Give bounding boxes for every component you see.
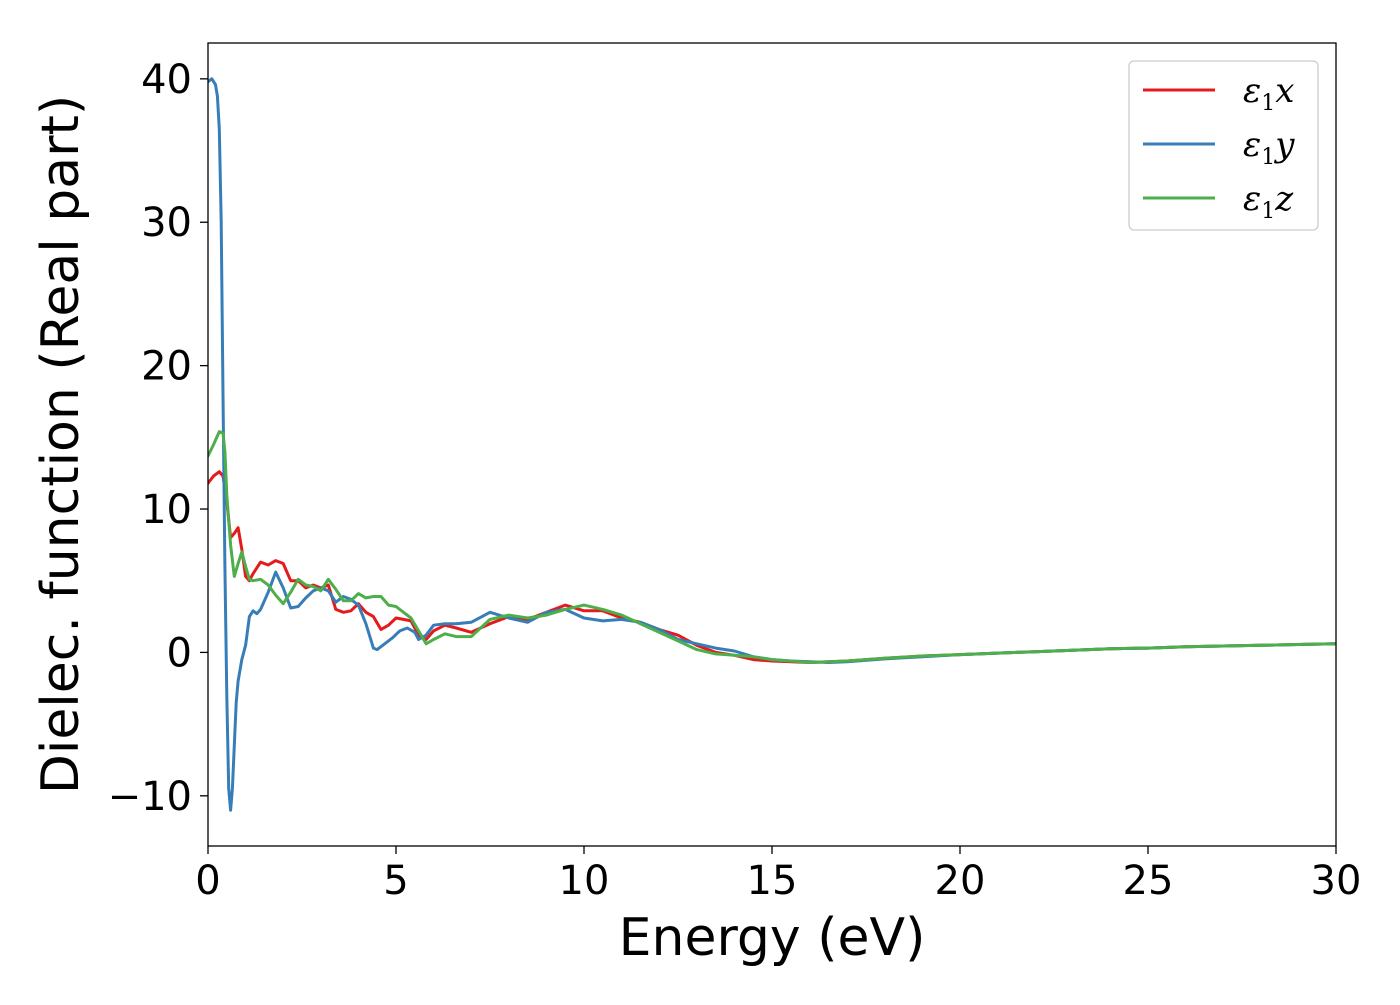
x-tick-label: 5 — [383, 858, 408, 904]
x-tick-label: 20 — [935, 858, 986, 904]
series-layer — [208, 77, 1336, 812]
y-tick-label: −10 — [108, 774, 192, 820]
y-axis: −10 0 10 20 30 40 — [108, 57, 208, 820]
legend-label-y: ε1y — [1243, 125, 1295, 170]
legend-label-z: ε1z — [1243, 179, 1294, 224]
legend-axis-letter: y — [1273, 125, 1295, 165]
x-tick-label: 25 — [1123, 858, 1174, 904]
legend-axis-letter: x — [1275, 71, 1294, 111]
series-line-x — [208, 470, 1336, 664]
legend-subscript: 1 — [1261, 199, 1275, 224]
series-line-z — [208, 430, 1336, 664]
legend-symbol: ε — [1243, 179, 1261, 219]
y-tick-label: 40 — [141, 57, 192, 103]
x-tick-label: 10 — [559, 858, 610, 904]
legend-symbol: ε — [1243, 71, 1261, 111]
x-axis: 0 5 10 15 20 25 30 — [195, 846, 1361, 904]
y-tick-label: 30 — [141, 200, 192, 246]
legend-axis-letter: z — [1274, 179, 1294, 219]
x-tick-label: 0 — [195, 858, 220, 904]
y-tick-label: 0 — [167, 630, 192, 676]
x-tick-label: 30 — [1311, 858, 1362, 904]
legend-subscript: 1 — [1261, 91, 1275, 116]
x-axis-label: Energy (eV) — [619, 908, 926, 968]
y-tick-label: 10 — [141, 487, 192, 533]
x-tick-label: 15 — [747, 858, 798, 904]
legend-label-x: ε1x — [1243, 71, 1294, 116]
legend-symbol: ε — [1243, 125, 1261, 165]
legend-box — [1128, 60, 1319, 231]
legend-subscript: 1 — [1261, 145, 1275, 170]
y-axis-label: Dielec. function (Real part) — [31, 95, 91, 794]
y-tick-label: 20 — [141, 344, 192, 390]
